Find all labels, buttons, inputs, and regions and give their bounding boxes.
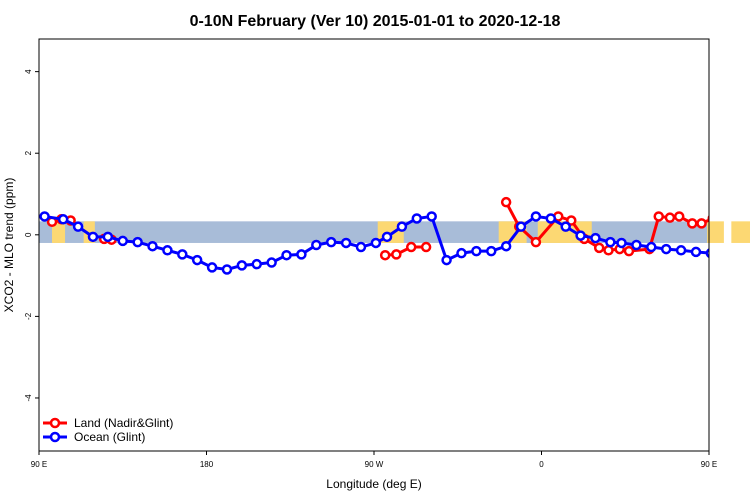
series-1-point xyxy=(162,245,173,256)
y-axis: -4 -2 0 2 4 xyxy=(24,69,39,402)
y-tick-label-3: 2 xyxy=(24,150,33,155)
series-1-point xyxy=(236,260,248,271)
series-0-point xyxy=(603,245,614,256)
series-1-point xyxy=(705,248,709,259)
legend-marker-0 xyxy=(49,417,61,429)
series-0-point xyxy=(530,236,542,248)
series-1-point xyxy=(426,211,437,222)
series-0-point xyxy=(420,241,432,253)
series-0-point xyxy=(687,218,698,229)
series-1-point xyxy=(560,221,571,232)
series-1-point xyxy=(471,245,482,257)
x-axis-label: Longitude (deg E) xyxy=(326,477,421,491)
series-1-point xyxy=(456,247,467,259)
legend-label-0: Land (Nadir&Glint) xyxy=(74,416,173,430)
x-tick-label-2: 90 W xyxy=(365,460,384,469)
series-1-point xyxy=(206,262,218,273)
series-1-point xyxy=(370,237,382,249)
series-1-point xyxy=(381,231,393,243)
series-0-point xyxy=(500,196,512,208)
series-1-point xyxy=(616,237,627,249)
series-1-point xyxy=(486,245,497,257)
series-1-point xyxy=(221,264,233,275)
series-0-point xyxy=(623,245,635,257)
series-1-point xyxy=(396,221,408,232)
series-layer xyxy=(39,196,745,275)
series-1-point xyxy=(57,214,69,225)
series-1-point xyxy=(325,236,337,248)
series-1-point xyxy=(675,245,687,256)
series-0-point xyxy=(391,249,402,260)
series-0-point xyxy=(405,241,417,253)
series-1-point xyxy=(281,249,292,261)
series-1-point xyxy=(722,250,730,258)
series-1-point xyxy=(251,258,262,270)
series-1-point xyxy=(296,249,307,260)
land-patch-5 xyxy=(707,221,724,243)
x-tick-label-4: 90 E xyxy=(701,460,717,469)
y-tick-label-4: 4 xyxy=(24,69,33,74)
series-1-point xyxy=(441,254,452,266)
series-0-point xyxy=(593,242,605,254)
series-1-point xyxy=(646,241,657,253)
series-1-point xyxy=(737,251,745,259)
series-1-point xyxy=(311,239,322,251)
series-1-point xyxy=(631,239,642,251)
series-1-point xyxy=(102,231,114,243)
series-0-point xyxy=(673,211,685,222)
series-1-point xyxy=(177,249,188,260)
series-1 xyxy=(39,211,745,275)
series-1-point xyxy=(39,211,50,222)
series-1-point xyxy=(575,230,586,241)
series-clip-group xyxy=(39,196,745,275)
x-axis: 90 E 180 90 W 0 90 E xyxy=(31,451,717,469)
series-1-point xyxy=(266,257,277,268)
y-axis-label: XCO2 - MLO trend (ppm) xyxy=(2,178,16,313)
y-tick-label-1: -2 xyxy=(24,312,33,320)
series-1-point xyxy=(340,237,352,249)
series-1-point xyxy=(515,221,527,232)
land-patch-0 xyxy=(52,221,66,243)
series-0-point xyxy=(653,211,664,222)
series-1-point xyxy=(132,236,143,248)
series-1-point xyxy=(191,254,203,266)
chart-title: 0-10N February (Ver 10) 2015-01-01 to 20… xyxy=(190,13,561,30)
series-1-point xyxy=(147,240,158,252)
y-tick-label-0: -4 xyxy=(24,394,33,402)
series-0-point xyxy=(696,218,707,229)
series-1-point xyxy=(605,236,616,248)
x-tick-label-1: 180 xyxy=(200,460,214,469)
legend: Land (Nadir&Glint)Ocean (Glint) xyxy=(43,416,173,444)
series-1-point xyxy=(660,243,672,255)
series-1-point xyxy=(590,232,601,244)
series-0-point xyxy=(379,249,391,261)
series-1-point xyxy=(355,241,367,253)
legend-label-1: Ocean (Glint) xyxy=(74,430,145,444)
series-0-point xyxy=(664,212,676,223)
x-tick-label-0: 90 E xyxy=(31,460,47,469)
y-tick-label-2: 0 xyxy=(24,232,33,237)
land-patch-1 xyxy=(83,221,95,243)
series-1-point xyxy=(690,246,702,258)
series-0-point xyxy=(707,214,709,223)
land-patch-6 xyxy=(731,221,750,243)
series-1-point xyxy=(72,221,84,232)
series-1-point xyxy=(545,213,557,224)
series-1-point xyxy=(117,235,128,247)
series-1-point xyxy=(500,240,512,252)
series-1-point xyxy=(87,231,99,243)
series-1-point xyxy=(530,211,542,222)
legend-marker-1 xyxy=(49,431,61,443)
series-0-point xyxy=(566,215,577,226)
x-tick-label-3: 0 xyxy=(539,460,544,469)
series-1-point xyxy=(411,213,423,224)
series-0-line-2 xyxy=(385,245,427,257)
